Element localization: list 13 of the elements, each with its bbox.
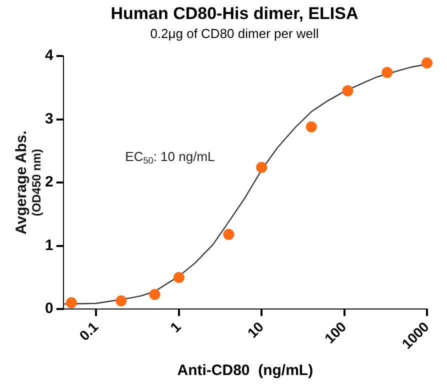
chart-subtitle: 0.2μg of CD80 dimer per well <box>150 26 319 41</box>
y-tick-label: 4 <box>45 47 54 64</box>
y-tick-label: 2 <box>45 174 54 191</box>
chart-title: Human CD80-His dimer, ELISA <box>110 4 358 23</box>
y-tick-label: 0 <box>45 300 54 318</box>
y-axis-title: Avgerage Abs. (OD450 nm) <box>13 130 44 235</box>
x-tick-label: 10 <box>244 318 267 341</box>
x-tick-label: 1 <box>166 318 184 336</box>
y-tick-label: 1 <box>45 236 54 254</box>
x-axis-title: Anti-CD80 (ng/mL) <box>177 362 314 380</box>
y-tick-label: 3 <box>45 110 54 128</box>
x-tick-label: 100 <box>321 318 350 346</box>
x-tick-label: 0.1 <box>76 318 102 344</box>
